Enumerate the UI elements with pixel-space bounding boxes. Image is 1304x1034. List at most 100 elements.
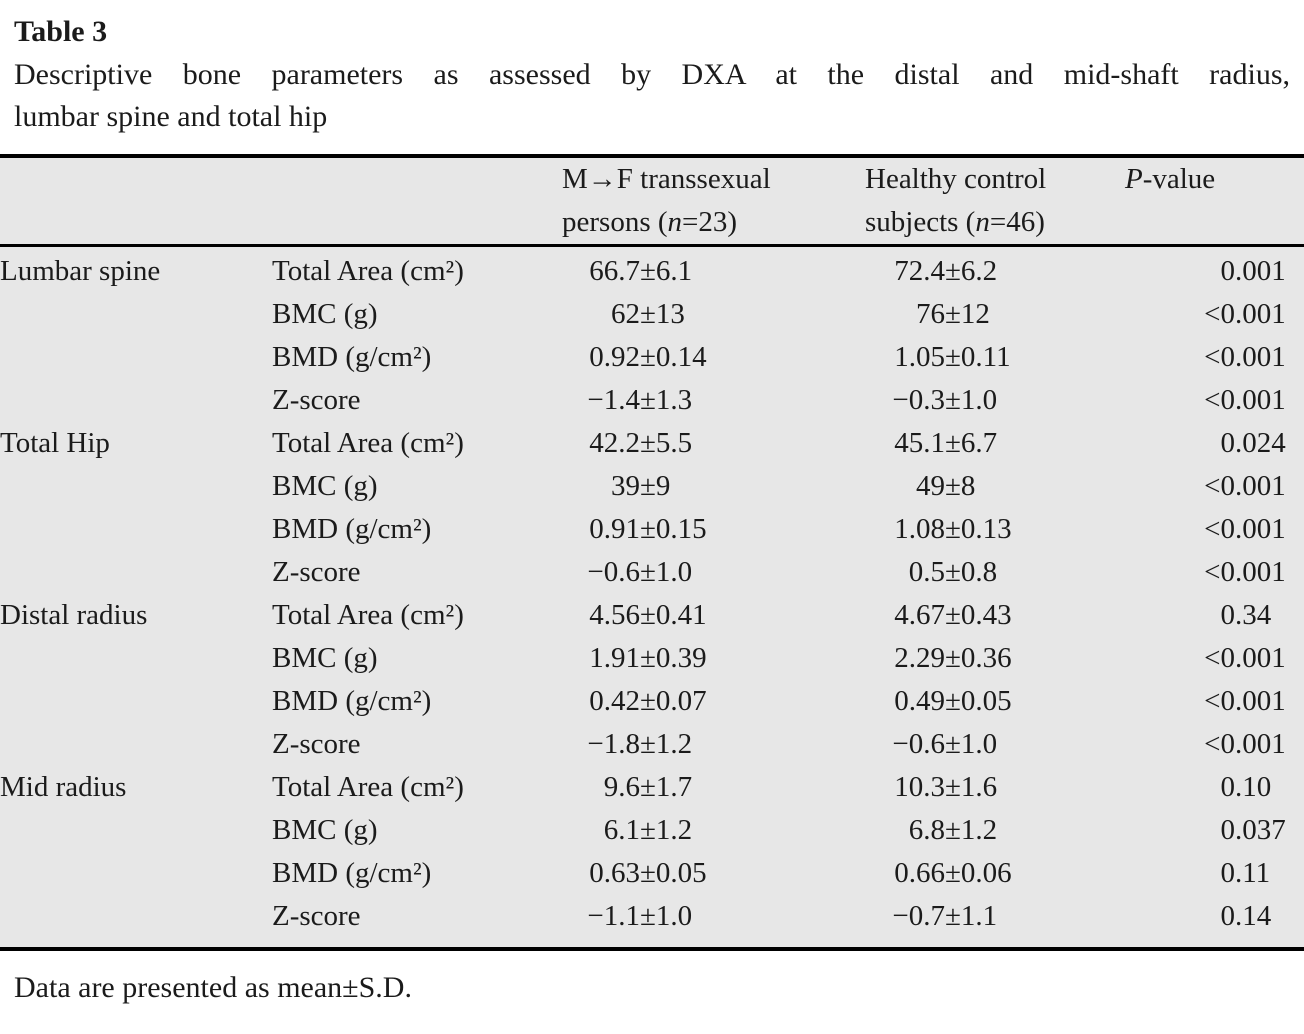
value-integer-part: 6.1 bbox=[603, 814, 640, 846]
value-integer-part: 4.56 bbox=[589, 599, 640, 631]
transsexual-value-cell: 6.1±1.2 bbox=[562, 809, 865, 852]
value-integer-part: −1.4 bbox=[587, 384, 640, 416]
value-integer-part: 0 bbox=[1220, 814, 1236, 846]
value-integer-part: <0 bbox=[1204, 513, 1235, 545]
table-row: Mid radius Total Area (cm²) 9.6±1.7 10.3±1.… bbox=[0, 766, 1304, 809]
transsexual-value-cell: −1.8±1.2 bbox=[562, 723, 865, 766]
header-transsexual-line2-pre: persons ( bbox=[562, 206, 668, 238]
table-row: BMC (g) 1.91±0.39 2.29±0.36 <0.001 bbox=[0, 637, 1304, 680]
parameter-cell: BMC (g) bbox=[272, 470, 378, 502]
control-value-cell: 10.3±1.6 bbox=[865, 766, 1125, 809]
value-integer-part: 9.6 bbox=[603, 771, 640, 803]
caption-line-2: lumbar spine and total hip bbox=[14, 100, 328, 133]
site-cell bbox=[0, 551, 272, 594]
value-integer-part: −1.8 bbox=[587, 728, 640, 760]
table-row: Z-score −0.6±1.0 0.5±0.8 <0.001 bbox=[0, 551, 1304, 594]
control-value-cell: −0.6±1.0 bbox=[865, 723, 1125, 766]
site-cell: Mid radius bbox=[0, 771, 127, 803]
value-integer-part: <0 bbox=[1204, 728, 1235, 760]
parameter-cell: BMD (g/cm²) bbox=[272, 857, 432, 889]
pvalue-cell: <0.001 bbox=[1125, 680, 1304, 723]
header-transsexual-n: n bbox=[667, 206, 683, 238]
table-row: Z-score −1.4±1.3 −0.3±1.0 <0.001 bbox=[0, 379, 1304, 422]
control-value-cell: −0.3±1.0 bbox=[865, 379, 1125, 422]
table-label: Table 3 bbox=[14, 15, 108, 48]
site-cell bbox=[0, 465, 272, 508]
control-value-cell: 4.67±0.43 bbox=[865, 594, 1125, 637]
caption-line-1: Descriptive bone parameters as assessed … bbox=[14, 58, 1290, 91]
transsexual-value-cell: 0.42±0.07 bbox=[562, 680, 865, 723]
parameter-cell: BMC (g) bbox=[272, 298, 378, 330]
control-value-cell: 0.5±0.8 bbox=[865, 551, 1125, 594]
value-integer-part: <0 bbox=[1204, 556, 1235, 588]
parameter-cell: Z-score bbox=[272, 384, 361, 416]
parameter-cell: BMD (g/cm²) bbox=[272, 341, 432, 373]
parameter-cell: BMC (g) bbox=[272, 814, 378, 846]
table-row: BMD (g/cm²) 0.63±0.05 0.66±0.06 0.11 bbox=[0, 852, 1304, 895]
header-control-line2-pre: subjects ( bbox=[865, 206, 976, 238]
transsexual-value-cell: 4.56±0.41 bbox=[562, 594, 865, 637]
value-integer-part: <0 bbox=[1204, 642, 1235, 674]
transsexual-value-cell: 1.91±0.39 bbox=[562, 637, 865, 680]
control-value-cell: 1.08±0.13 bbox=[865, 508, 1125, 551]
control-value-cell: 49±8 bbox=[865, 465, 1125, 508]
value-integer-part: 0.63 bbox=[589, 857, 640, 889]
parameter-cell: Z-score bbox=[272, 900, 361, 932]
value-integer-part: <0 bbox=[1204, 384, 1235, 416]
pvalue-cell: <0.001 bbox=[1125, 379, 1304, 422]
pvalue-cell: 0.10 bbox=[1125, 766, 1304, 809]
value-integer-part: <0 bbox=[1204, 470, 1235, 502]
site-cell: Distal radius bbox=[0, 599, 148, 631]
site-cell: Total Hip bbox=[0, 427, 110, 459]
transsexual-value-cell: 66.7±6.1 bbox=[562, 246, 865, 294]
transsexual-value-cell: −1.1±1.0 bbox=[562, 895, 865, 949]
value-integer-part: 0 bbox=[1220, 427, 1236, 459]
transsexual-value-cell: 0.92±0.14 bbox=[562, 336, 865, 379]
table-row: BMD (g/cm²) 0.91±0.15 1.08±0.13 <0.001 bbox=[0, 508, 1304, 551]
parameter-cell: BMD (g/cm²) bbox=[272, 513, 432, 545]
header-control-line2-post: =46) bbox=[989, 206, 1045, 238]
table-row: Z-score −1.8±1.2 −0.6±1.0 <0.001 bbox=[0, 723, 1304, 766]
site-cell bbox=[0, 723, 272, 766]
column-header-control: Healthy control subjects (n=46) bbox=[865, 156, 1125, 247]
column-header-transsexual: M→F transsexual persons (n=23) bbox=[562, 156, 865, 247]
parameter-cell: Total Area (cm²) bbox=[272, 255, 464, 287]
transsexual-value-cell: 62±13 bbox=[562, 293, 865, 336]
header-control-line1: Healthy control bbox=[865, 163, 1047, 195]
control-value-cell: 2.29±0.36 bbox=[865, 637, 1125, 680]
value-integer-part: 4.67 bbox=[894, 599, 945, 631]
value-integer-part: 0.42 bbox=[589, 685, 640, 717]
header-row: M→F transsexual persons (n=23) Healthy c… bbox=[0, 156, 1304, 247]
value-integer-part: 0 bbox=[1220, 255, 1236, 287]
site-cell bbox=[0, 336, 272, 379]
pvalue-cell: 0.037 bbox=[1125, 809, 1304, 852]
table-row: BMC (g) 62±13 76±12 <0.001 bbox=[0, 293, 1304, 336]
transsexual-value-cell: 0.63±0.05 bbox=[562, 852, 865, 895]
table-row: BMD (g/cm²) 0.42±0.07 0.49±0.05 <0.001 bbox=[0, 680, 1304, 723]
value-integer-part: 0.92 bbox=[589, 341, 640, 373]
bone-parameters-table: M→F transsexual persons (n=23) Healthy c… bbox=[0, 154, 1304, 951]
parameter-cell: Total Area (cm²) bbox=[272, 599, 464, 631]
pvalue-cell: 0.11 bbox=[1125, 852, 1304, 895]
value-integer-part: 62 bbox=[611, 298, 640, 330]
value-integer-part: 0 bbox=[1220, 771, 1236, 803]
control-value-cell: 45.1±6.7 bbox=[865, 422, 1125, 465]
site-cell bbox=[0, 895, 272, 949]
value-integer-part: 1.08 bbox=[894, 513, 945, 545]
pvalue-cell: <0.001 bbox=[1125, 637, 1304, 680]
value-integer-part: 2.29 bbox=[894, 642, 945, 674]
table-row: Distal radius Total Area (cm²) 4.56±0.41 4.… bbox=[0, 594, 1304, 637]
value-integer-part: 1.05 bbox=[894, 341, 945, 373]
control-value-cell: 1.05±0.11 bbox=[865, 336, 1125, 379]
site-cell bbox=[0, 809, 272, 852]
header-site-spacer bbox=[0, 156, 272, 247]
value-integer-part: 0.91 bbox=[589, 513, 640, 545]
pvalue-cell: 0.001 bbox=[1125, 246, 1304, 294]
table-row: Lumbar spine Total Area (cm²) 66.7±6.1 72.4… bbox=[0, 246, 1304, 294]
value-integer-part: 42.2 bbox=[589, 427, 640, 459]
value-integer-part: −0.6 bbox=[892, 728, 945, 760]
table-row: BMD (g/cm²) 0.92±0.14 1.05±0.11 <0.001 bbox=[0, 336, 1304, 379]
value-integer-part: 1.91 bbox=[589, 642, 640, 674]
control-value-cell: −0.7±1.1 bbox=[865, 895, 1125, 949]
